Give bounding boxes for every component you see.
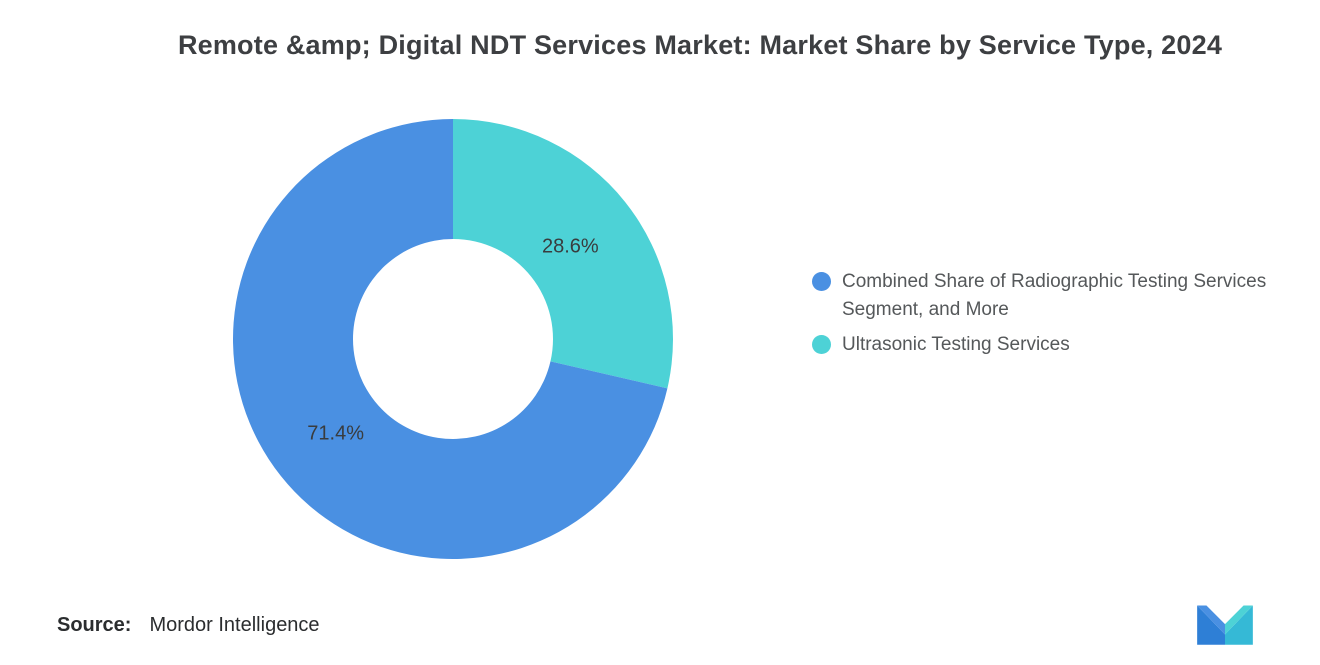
legend-label-ultrasonic: Ultrasonic Testing Services	[842, 334, 1070, 355]
donut-slice[interactable]	[453, 119, 673, 389]
legend-label-radiographic: Combined Share of Radiographic Testing S…	[842, 271, 1267, 320]
donut-chart-svg: 28.6% 71.4%	[232, 119, 673, 559]
legend: Combined Share of Radiographic Testing S…	[812, 268, 1272, 359]
slice-value-label: 71.4%	[307, 422, 364, 444]
legend-marker-ultrasonic	[812, 335, 831, 354]
source-line: Source: Mordor Intelligence	[57, 614, 320, 637]
chart-title: Remote &amp; Digital NDT Services Market…	[177, 30, 1223, 60]
donut-slice[interactable]	[232, 119, 668, 559]
legend-item-ultrasonic[interactable]: Ultrasonic Testing Services	[812, 331, 1272, 359]
legend-marker-radiographic	[812, 272, 831, 291]
mordor-intelligence-logo	[1197, 605, 1253, 645]
legend-item-radiographic[interactable]: Combined Share of Radiographic Testing S…	[812, 268, 1272, 324]
source-value: Mordor Intelligence	[149, 614, 320, 636]
donut-chart: 28.6% 71.4%	[232, 119, 673, 559]
slice-value-label: 28.6%	[542, 236, 599, 258]
source-label: Source:	[57, 614, 132, 636]
